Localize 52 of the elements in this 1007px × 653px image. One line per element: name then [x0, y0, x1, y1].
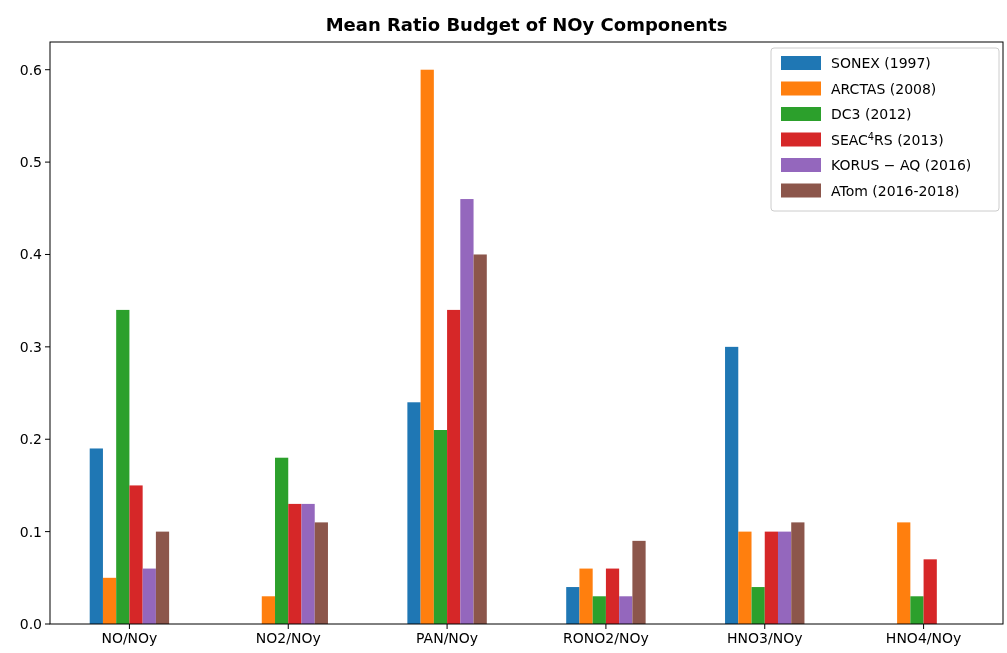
bar	[261, 596, 276, 624]
bar	[751, 587, 765, 624]
bar	[275, 457, 289, 624]
bar	[155, 531, 170, 624]
bar	[89, 448, 103, 624]
y-tick-label: 0.4	[19, 246, 43, 263]
bar	[566, 587, 580, 624]
bar	[579, 568, 593, 624]
y-tick-label: 0.2	[19, 431, 42, 448]
legend-label: SEAC$^{4}$RS (2013)	[831, 130, 944, 148]
bar	[605, 568, 620, 624]
bar	[473, 254, 487, 624]
bar	[764, 531, 778, 624]
bar	[923, 559, 937, 624]
chart-title: Mean Ratio Budget of NOy Components	[325, 14, 728, 35]
legend-label: KORUS − AQ (2016)	[831, 157, 972, 173]
bar	[592, 596, 606, 624]
bar	[447, 309, 461, 624]
y-tick-label: 0.6	[19, 61, 43, 78]
legend-label: ARCTAS (2008)	[831, 80, 937, 97]
legend-label: SONEX (1997)	[831, 55, 931, 71]
bar	[738, 531, 752, 624]
y-tick-label: 0.1	[19, 523, 42, 540]
legend-label: ATom (2016-2018)	[831, 182, 960, 199]
bar	[301, 503, 315, 624]
bar	[314, 522, 328, 624]
bar	[116, 309, 130, 624]
bar	[433, 430, 448, 624]
bar	[910, 596, 924, 624]
bar	[619, 596, 633, 624]
bar	[129, 485, 143, 624]
x-tick-label: RONO2/NOy	[563, 630, 649, 646]
bar	[897, 522, 911, 624]
y-tick-label: 0.3	[19, 338, 42, 355]
bar	[102, 577, 117, 624]
bar	[632, 540, 646, 624]
bar	[460, 199, 474, 624]
bar	[142, 568, 156, 624]
bar	[407, 402, 421, 624]
bar	[725, 346, 739, 624]
bar	[288, 503, 302, 624]
legend-label: DC3 (2012)	[831, 106, 912, 122]
x-tick-label: NO/NOy	[101, 630, 158, 646]
y-tick-label: 0.5	[19, 154, 42, 170]
y-tick-label: 0.0	[19, 615, 42, 632]
bar	[420, 69, 434, 624]
x-tick-label: PAN/NOy	[416, 630, 479, 646]
bar	[791, 522, 805, 624]
x-tick-label: NO2/NOy	[255, 630, 321, 646]
x-tick-label: HNO4/NOy	[885, 630, 962, 646]
bar	[777, 531, 792, 624]
x-tick-label: HNO3/NOy	[727, 630, 803, 646]
